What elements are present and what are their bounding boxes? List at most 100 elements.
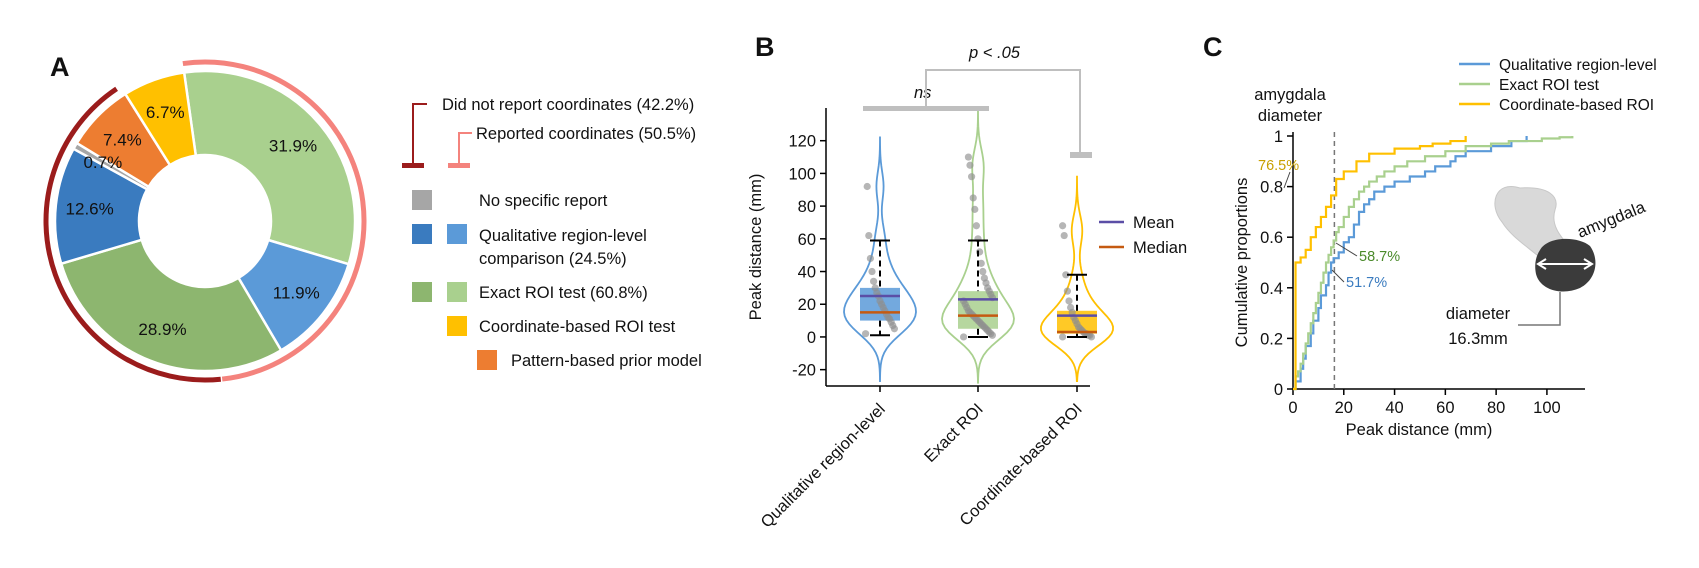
diameter-label: diameter [1446, 305, 1511, 323]
y-tick-label: 80 [798, 198, 816, 216]
y-tick-label: 60 [798, 231, 816, 249]
panel-label-b: B [755, 32, 775, 62]
panel-label-a: A [50, 52, 70, 82]
legend-swatch-coord [447, 316, 467, 336]
cdf-y-tick-label: 0 [1274, 381, 1283, 399]
legend-swatch-exact-light [447, 282, 467, 302]
data-point [968, 173, 976, 181]
data-point [980, 274, 989, 282]
legend-swatch-none [412, 190, 432, 210]
data-point [1059, 333, 1067, 341]
legend-pattern: Pattern-based prior model [511, 352, 702, 370]
data-point [862, 330, 870, 338]
donut-slice-label-2: 28.9% [138, 320, 186, 339]
cdf-annotations: amygdala diameter 76.5% 58.7% 51.7% [1254, 86, 1400, 291]
legend-not-reported: Did not report coordinates (42.2%) [442, 96, 694, 114]
donut-slice-label-3: 12.6% [66, 200, 114, 219]
y-tick-label: 40 [798, 264, 816, 282]
legend-mean: Mean [1133, 214, 1174, 232]
legend-swatch-pattern [477, 350, 497, 370]
legend-swatch-qual-dark [412, 224, 432, 244]
donut-slice-label-5: 7.4% [103, 131, 142, 150]
amygdala-shape [1535, 238, 1596, 292]
data-point [1060, 231, 1068, 240]
amygdala-inset: amygdala diameter 16.3mm [1446, 186, 1649, 348]
legend-coord: Coordinate-based ROI test [479, 318, 676, 336]
data-point [966, 161, 974, 169]
reported-arc [182, 59, 367, 382]
legend-none: No specific report [479, 192, 608, 210]
violin-2 [1040, 175, 1114, 382]
cdf-y-tick-label: 0.8 [1260, 179, 1283, 197]
violin-outline [843, 136, 917, 382]
cdf-x-tick-label: 100 [1533, 399, 1561, 417]
diameter-pointer [1518, 292, 1561, 326]
not-reported-swatch [402, 163, 424, 168]
cdf-x-tick-label: 40 [1385, 399, 1403, 417]
legend-exact: Exact ROI test (60.8%) [479, 284, 648, 302]
annotation-qual: 51.7% [1346, 275, 1387, 291]
ref-line-label-2: diameter [1258, 107, 1323, 125]
data-point [871, 284, 879, 292]
annotation-exact: 58.7% [1359, 249, 1400, 265]
p-label: p < .05 [968, 44, 1021, 62]
p-bracket [925, 69, 1081, 154]
data-point [969, 194, 977, 202]
cdf-legend-label: Coordinate-based ROI [1499, 97, 1654, 114]
annotation-pointer [1331, 269, 1345, 283]
arrow-left-icon [1536, 258, 1547, 270]
donut-slice-label-6: 6.7% [146, 103, 185, 122]
cdf-legend: Qualitative region-level Exact ROI test Co… [1459, 57, 1657, 114]
violins [843, 107, 1114, 384]
legend-reported: Reported coordinates (50.5%) [476, 125, 696, 143]
cdf-line-2 [1293, 136, 1467, 391]
legend-qual: Qualitative region-level [479, 227, 647, 245]
cdf-line-0 [1293, 136, 1528, 391]
cdf-lines [1283, 136, 1574, 391]
y-axis-label: Peak distance (mm) [747, 174, 765, 321]
significance-annotations: ns p < .05 [863, 44, 1092, 158]
y-tick-label: 0 [807, 329, 816, 347]
cdf-x-tick-label: 60 [1436, 399, 1454, 417]
data-point [866, 254, 875, 263]
ns-label: ns [914, 84, 931, 102]
cdf-axes: 0 20 40 60 80 100 0 0.2 0.4 0.6 0.8 1 Peak distance … [1233, 128, 1585, 439]
cdf-x-tick-label: 80 [1487, 399, 1505, 417]
ref-line-label: amygdala [1254, 86, 1326, 104]
p-bar [1070, 152, 1092, 158]
diameter-value: 16.3mm [1448, 330, 1508, 348]
violin-0 [843, 136, 917, 382]
x-tick-label: Exact ROI [921, 400, 987, 466]
donut-slice-2 [59, 238, 283, 373]
cdf-y-tick-label: 1 [1274, 128, 1283, 146]
violin-axes: -20 0 20 40 60 80 100 120 Peak distance (mm) Qual… [747, 108, 1090, 532]
donut-slice-0 [182, 69, 357, 266]
cdf-x-axis-label: Peak distance (mm) [1346, 421, 1493, 439]
donut-labels: 31.9% 11.9% 28.9% 12.6% 0.7% 7.4%6.7% [66, 103, 320, 339]
cdf-line-1 [1293, 136, 1574, 391]
cdf-legend-label: Exact ROI test [1499, 77, 1600, 94]
arrow-right-icon [1583, 258, 1594, 270]
cdf-y-tick-label: 0.2 [1260, 330, 1283, 348]
data-point [1063, 287, 1071, 295]
reported-bracket [458, 132, 472, 165]
amygdala-label: amygdala [1575, 198, 1649, 242]
outer-arcs [43, 59, 367, 383]
annotation-coord: 76.5% [1258, 158, 1299, 174]
cdf-x-tick-label: 0 [1288, 399, 1297, 417]
data-point [1067, 303, 1075, 312]
annotation-pointer [1283, 171, 1291, 189]
data-point [979, 267, 987, 276]
cdf-y-axis-label: Cumulative proportions [1233, 178, 1251, 348]
panel-label-c: C [1203, 32, 1223, 62]
donut-slice-label-1: 11.9% [273, 284, 320, 303]
cdf-y-tick-label: 0.6 [1260, 229, 1283, 247]
legend-qual-2: comparison (24.5%) [479, 250, 627, 268]
donut-chart [53, 69, 357, 373]
data-point [972, 222, 981, 230]
not-reported-bracket [412, 103, 427, 165]
data-point [964, 153, 973, 161]
data-point [971, 205, 979, 213]
y-tick-label: -20 [792, 362, 816, 380]
